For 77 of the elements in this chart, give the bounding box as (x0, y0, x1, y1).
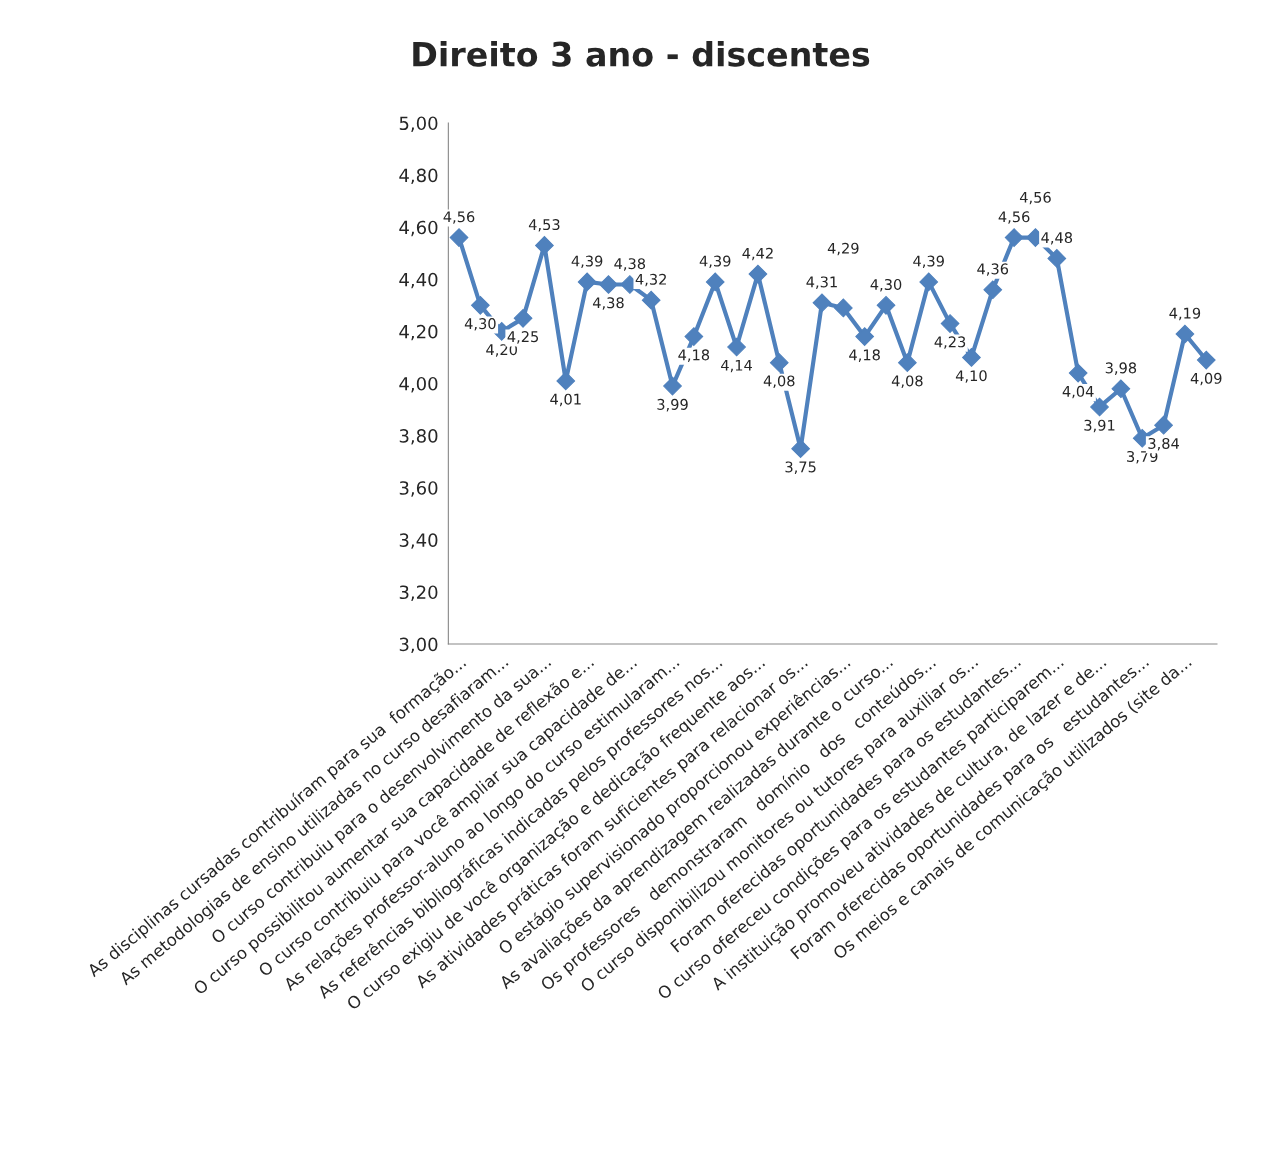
data-label: 4,04 (1062, 385, 1094, 399)
point (962, 348, 981, 367)
point (1047, 249, 1067, 268)
y-tick-label: 4,00 (399, 376, 438, 393)
y-tick-label: 3,80 (399, 429, 438, 445)
point (898, 353, 917, 373)
y-tick-label: 3,20 (399, 585, 438, 601)
point (556, 371, 576, 391)
point (449, 228, 469, 247)
point (513, 309, 533, 328)
data-label: 4,48 (1041, 232, 1073, 245)
data-label: 4,36 (977, 263, 1009, 276)
point (599, 275, 618, 294)
point (727, 337, 746, 357)
point (855, 327, 875, 346)
data-label: 4,29 (827, 242, 859, 256)
data-label: 3,99 (657, 398, 688, 412)
point (471, 295, 490, 315)
point (684, 327, 704, 346)
data-label: 4,38 (614, 258, 646, 271)
data-label: 4,18 (849, 349, 880, 362)
point (1111, 379, 1131, 399)
data-label: 4,42 (742, 247, 773, 261)
data-label: 4,30 (870, 278, 902, 292)
point (641, 290, 661, 310)
data-label: 3,75 (785, 461, 816, 474)
data-label: 3,98 (1105, 362, 1137, 375)
point (663, 376, 682, 396)
y-tick-label: 3,40 (399, 533, 438, 549)
y-tick-label: 4,20 (399, 324, 438, 341)
point (983, 280, 1003, 300)
data-label: 4,14 (721, 359, 752, 373)
data-label: 4,18 (678, 349, 710, 362)
data-label: 4,25 (507, 331, 539, 344)
data-label: 3,84 (1148, 437, 1179, 451)
point (1004, 228, 1024, 247)
y-tick-label: 4,40 (399, 272, 438, 289)
data-label: 4,23 (934, 336, 966, 349)
data-label: 4,39 (699, 255, 731, 269)
data-label: 4,56 (443, 211, 475, 224)
data-label: 4,19 (1169, 307, 1201, 321)
point (1175, 324, 1195, 344)
data-label: 4,30 (464, 318, 496, 331)
data-label: 4,31 (806, 276, 837, 289)
point (1090, 397, 1109, 417)
point (748, 264, 768, 284)
data-label: 4,38 (592, 297, 624, 310)
y-tick-label: 3,60 (399, 481, 438, 497)
point (769, 353, 789, 373)
point (1196, 350, 1216, 370)
point (812, 293, 832, 313)
data-label: 4,53 (528, 219, 560, 232)
point (919, 272, 939, 292)
point (577, 272, 597, 292)
y-tick-label: 3,00 (399, 637, 438, 654)
point (1068, 363, 1088, 383)
data-label: 4,56 (1019, 191, 1051, 205)
data-label: 4,39 (571, 255, 603, 269)
data-label: 4,32 (635, 273, 666, 287)
data-label: 4,56 (998, 211, 1030, 224)
point (876, 295, 896, 315)
y-tick-label: 4,60 (399, 220, 438, 237)
data-label: 4,39 (913, 255, 944, 269)
point (1154, 415, 1173, 435)
data-label: 4,08 (891, 375, 923, 388)
data-label: 4,08 (763, 375, 795, 388)
data-label: 3,91 (1084, 419, 1115, 433)
point (833, 298, 853, 318)
data-label: 4,09 (1190, 372, 1222, 386)
y-tick-label: 5,00 (399, 116, 438, 132)
data-label: 4,10 (955, 370, 987, 383)
point (791, 439, 810, 458)
data-label: 4,01 (550, 393, 581, 407)
point (940, 314, 960, 333)
point (705, 272, 725, 292)
y-tick-label: 4,80 (399, 168, 438, 185)
chart-title: Direito 3 ano - discentes (413, 40, 870, 67)
